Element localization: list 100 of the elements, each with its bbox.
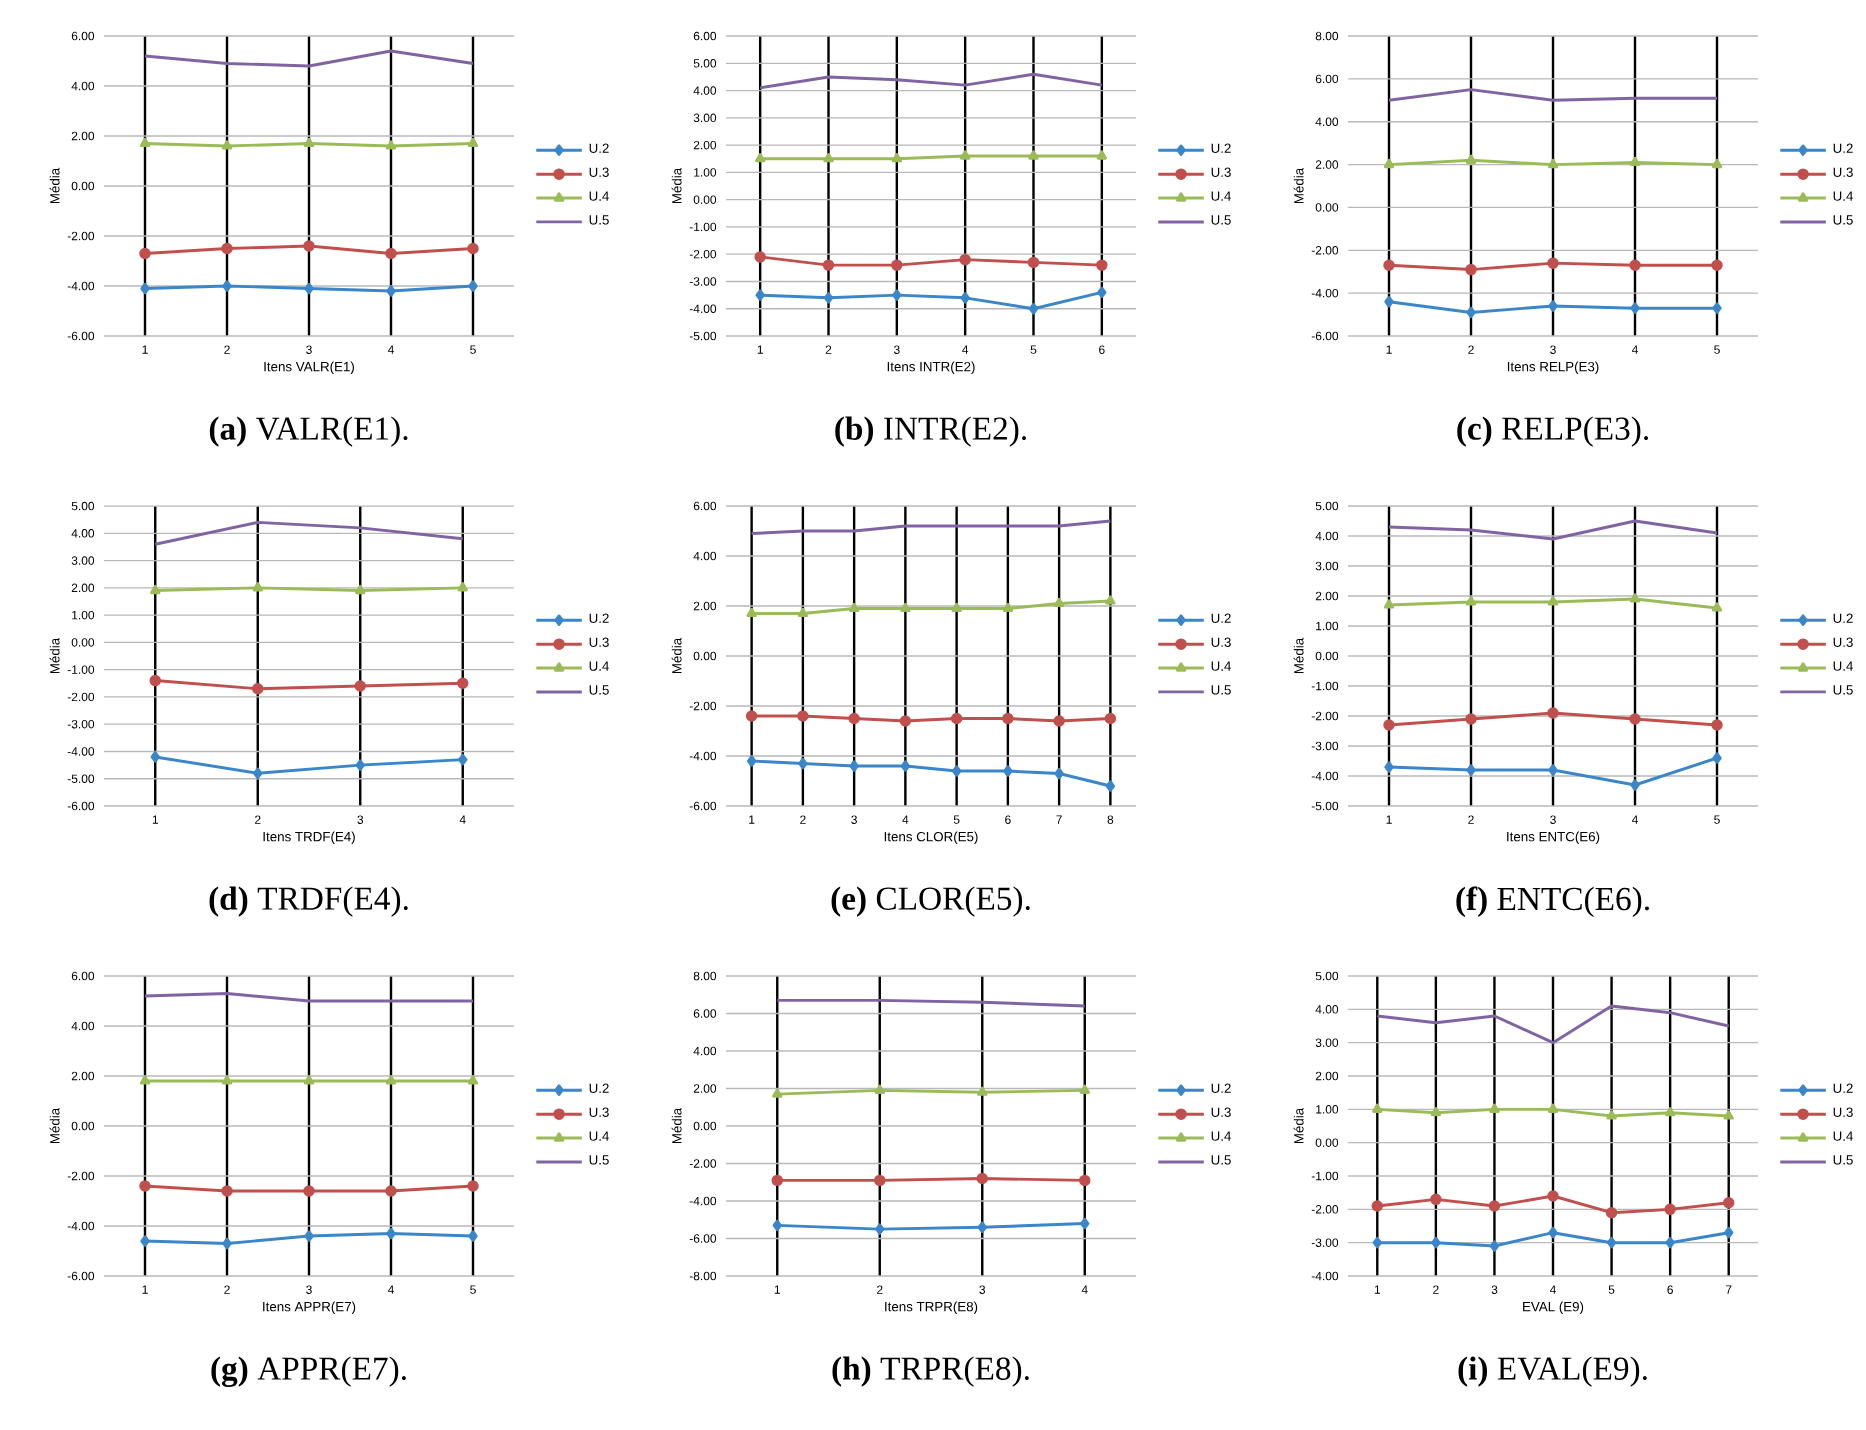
point <box>303 240 315 252</box>
point <box>222 1237 232 1250</box>
point <box>303 137 315 148</box>
point <box>797 710 809 722</box>
point <box>1105 780 1116 792</box>
point <box>303 1075 315 1085</box>
point <box>1724 1226 1734 1239</box>
point <box>221 1185 233 1197</box>
point <box>1097 286 1107 299</box>
point <box>1547 1190 1559 1202</box>
point <box>772 1219 782 1232</box>
point <box>1712 752 1722 764</box>
point <box>849 760 859 772</box>
point <box>1547 596 1559 606</box>
point <box>139 1180 151 1192</box>
point <box>822 259 835 271</box>
point <box>951 765 962 777</box>
text: (e) CLOR(E5). <box>831 886 1030 917</box>
point <box>467 137 479 148</box>
point <box>1466 306 1476 319</box>
point <box>977 1086 988 1096</box>
point <box>1028 303 1039 315</box>
point <box>1080 1217 1090 1230</box>
point <box>1383 158 1395 169</box>
point <box>771 1174 783 1187</box>
point <box>891 153 902 163</box>
point <box>1630 302 1640 314</box>
point <box>1384 295 1394 308</box>
point <box>1606 1110 1617 1120</box>
line-series <box>1375 1004 1731 1045</box>
point <box>745 710 758 722</box>
point <box>1096 150 1107 160</box>
point <box>1430 1106 1442 1117</box>
point <box>1711 259 1723 272</box>
point <box>874 1174 886 1187</box>
point <box>960 150 971 160</box>
text: (b) INTR(E2). <box>835 416 1027 447</box>
point <box>1547 707 1559 719</box>
text: (d) TRDF(E4). <box>209 886 408 917</box>
point <box>150 584 161 595</box>
point <box>900 602 911 613</box>
point <box>1630 779 1640 791</box>
point <box>1431 1236 1441 1249</box>
point <box>1430 1193 1442 1206</box>
point <box>222 280 232 292</box>
point <box>1105 595 1116 605</box>
point <box>386 1227 396 1240</box>
point <box>149 674 161 687</box>
line-series <box>1387 519 1719 541</box>
point <box>457 677 469 690</box>
point <box>772 1088 783 1098</box>
line-series <box>758 72 1104 90</box>
point <box>1711 602 1723 612</box>
point <box>1547 1103 1559 1113</box>
point <box>221 1075 233 1085</box>
point <box>1465 713 1477 725</box>
point <box>140 1235 150 1247</box>
point <box>1003 765 1013 777</box>
point <box>1372 1103 1383 1113</box>
point <box>1079 1084 1090 1094</box>
point <box>304 282 314 295</box>
point <box>951 602 962 613</box>
point <box>252 683 264 695</box>
point <box>1488 1200 1501 1212</box>
text: (h) TRPR(E8). <box>832 1356 1029 1387</box>
point <box>1372 1236 1382 1249</box>
point <box>1548 764 1558 776</box>
point <box>354 680 366 692</box>
point <box>385 140 397 150</box>
text: (c) RELP(E3). <box>1457 416 1649 447</box>
point <box>139 247 151 260</box>
line-series <box>143 49 475 68</box>
point <box>139 1075 151 1085</box>
point <box>1629 713 1641 725</box>
point <box>1489 1103 1500 1113</box>
point <box>1054 767 1064 780</box>
point <box>1722 1196 1735 1209</box>
point <box>1466 764 1476 776</box>
point <box>467 242 479 255</box>
point <box>1053 715 1065 727</box>
point <box>1104 712 1117 725</box>
point <box>140 282 150 295</box>
point <box>892 289 902 301</box>
point <box>458 753 468 766</box>
point <box>304 1230 314 1242</box>
point <box>1028 150 1039 160</box>
point <box>1383 599 1395 609</box>
point <box>467 1180 479 1192</box>
point <box>355 584 366 595</box>
point <box>355 759 365 771</box>
point <box>798 757 808 770</box>
point <box>457 582 468 592</box>
point <box>385 247 397 260</box>
point <box>875 1223 885 1235</box>
point <box>823 153 834 163</box>
point <box>899 715 912 727</box>
point <box>139 137 151 148</box>
point <box>1096 259 1108 271</box>
line-series <box>153 520 465 546</box>
text: (a) VALR(E1). <box>209 416 408 447</box>
